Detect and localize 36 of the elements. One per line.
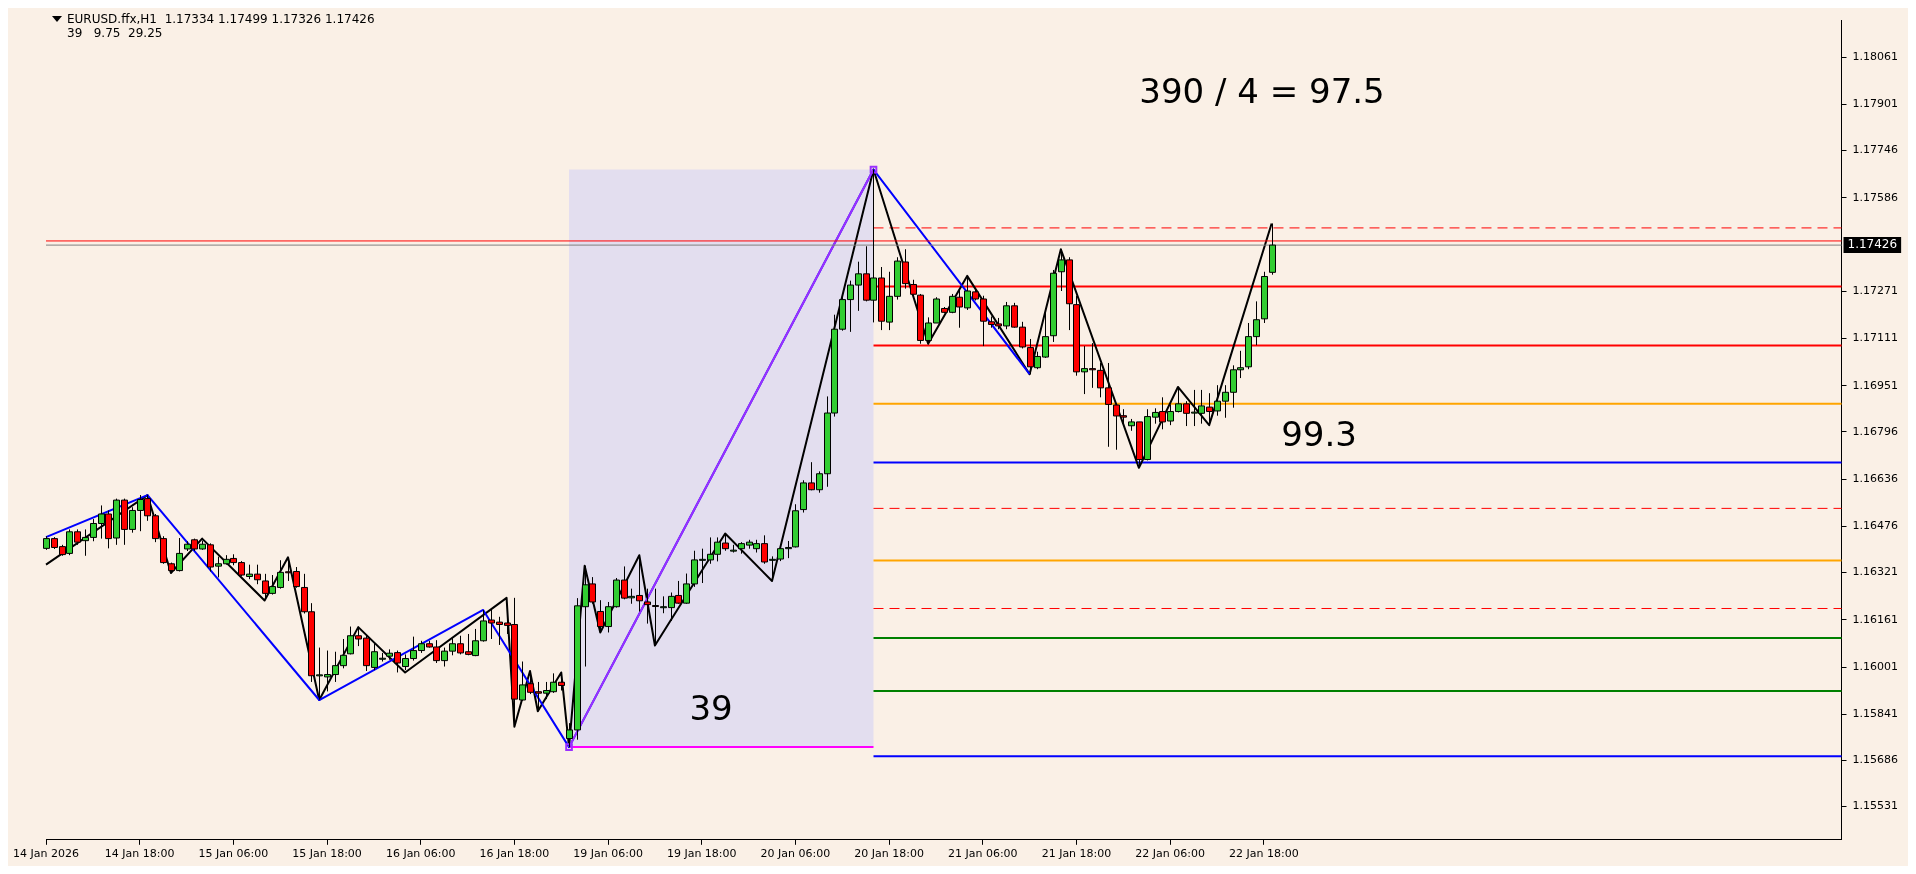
text: 39 9.75 29.25 — [67, 26, 164, 40]
x-tick-label: 15 Jan 18:00 — [292, 847, 362, 861]
x-tick-label: 15 Jan 06:00 — [198, 847, 269, 861]
x-tick-label: 21 Jan 06:00 — [947, 847, 1018, 861]
x-tick-label: 14 Jan 2026 — [13, 847, 79, 861]
y-tick-label: 1.16161 — [1852, 612, 1899, 626]
x-tick-label: 20 Jan 18:00 — [854, 847, 924, 861]
y-tick-label: 1.17271 — [1852, 283, 1899, 297]
x-tick-label: 16 Jan 18:00 — [479, 847, 550, 861]
y-tick-label: 1.15531 — [1852, 799, 1899, 813]
annotation: 390 / 4 = 97.5 — [1139, 70, 1385, 111]
y-tick-label: 1.18061 — [1852, 49, 1899, 63]
y-tick-label: 1.15841 — [1852, 707, 1899, 721]
y-tick-label: 1.16001 — [1852, 659, 1899, 673]
y-tick-label: 1.15686 — [1852, 753, 1899, 767]
y-tick-label: 1.17111 — [1852, 331, 1899, 345]
x-tick-label: 14 Jan 18:00 — [104, 847, 175, 861]
chart-title: EURUSD.ffx,H1 1.17334 1.17499 1.17326 1.17426 — [67, 12, 375, 26]
y-tick-label: 1.16796 — [1852, 424, 1899, 438]
x-tick-label: 20 Jan 06:00 — [760, 847, 831, 861]
x-tick-label: 19 Jan 06:00 — [573, 847, 643, 861]
y-tick-label: 1.17586 — [1852, 190, 1899, 204]
y-tick-label: 1.17746 — [1852, 143, 1899, 157]
y-tick-label: 1.16476 — [1852, 519, 1899, 533]
annotation: 99.3 — [1281, 413, 1357, 454]
y-tick-label: 1.17901 — [1852, 97, 1899, 111]
x-tick-label: 22 Jan 18:00 — [1229, 847, 1299, 861]
x-tick-label: 19 Jan 18:00 — [666, 847, 737, 861]
x-tick-label: 21 Jan 18:00 — [1041, 847, 1112, 861]
x-tick-label: 22 Jan 06:00 — [1135, 847, 1205, 861]
y-tick-label: 1.16636 — [1852, 471, 1899, 485]
x-tick-label: 16 Jan 06:00 — [385, 847, 456, 861]
annotation: 39 — [689, 688, 733, 729]
y-tick-label: 1.16951 — [1852, 378, 1899, 392]
ref-line-label: 1.17426 — [1847, 237, 1898, 252]
y-tick-label: 1.16321 — [1852, 565, 1899, 579]
